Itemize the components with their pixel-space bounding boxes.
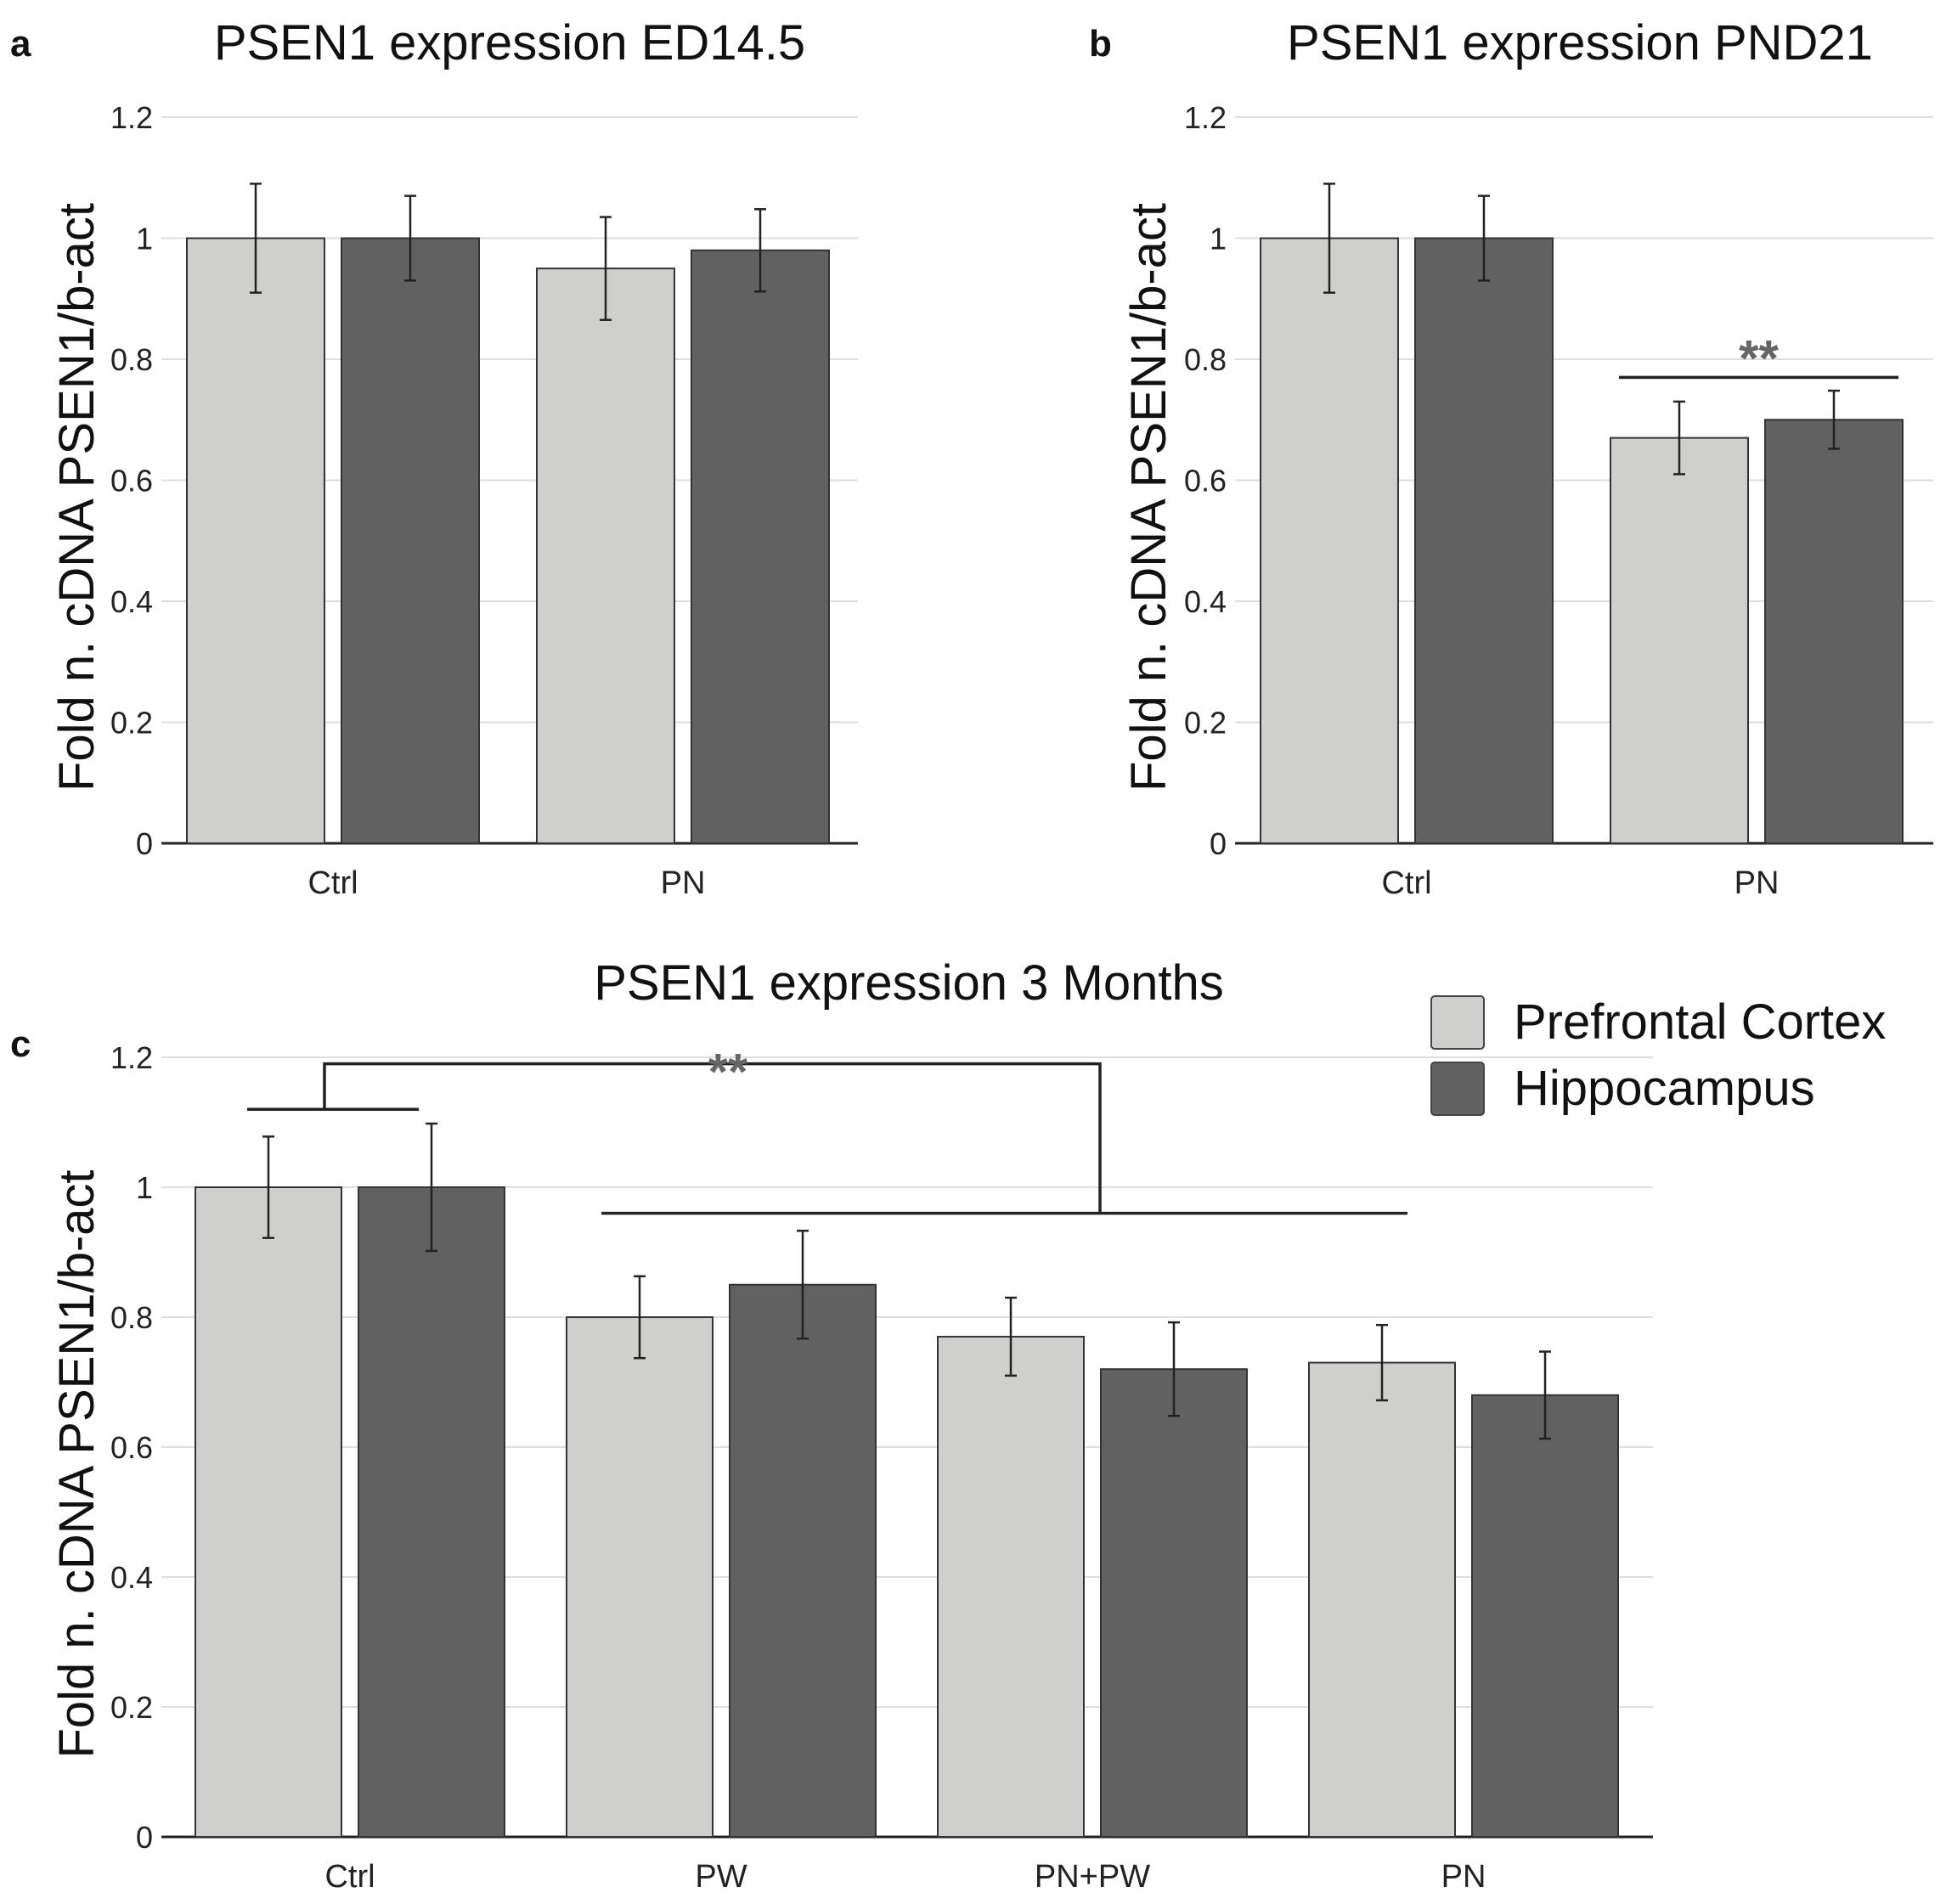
bar-c-pn-pw-prefrontal: [937, 1335, 1085, 1838]
bar-c-pn-hippocampus: [1471, 1394, 1619, 1839]
y-tick-label: 0: [136, 1820, 153, 1855]
bar-b-pn-hippocampus: [1764, 419, 1904, 844]
y-tick-label: 0.2: [110, 1690, 153, 1725]
chart-title: PSEN1 expression PND21: [1287, 15, 1873, 70]
panel-label: c: [10, 1023, 31, 1065]
panel-b-chart: 0 0.2 0.4 0.6 0.8 1 1.2 Ctrl PN PSEN1 expression …: [1089, 15, 1933, 901]
y-axis-label: Fold n. cDNA PSEN1/b-act: [49, 1169, 104, 1758]
y-tick-label: 1: [136, 222, 153, 256]
y-tick-label: 0.6: [110, 464, 153, 499]
y-axis-label: Fold n. cDNA PSEN1/b-act: [1121, 203, 1176, 791]
legend-label: Hippocampus: [1514, 1061, 1815, 1116]
y-tick-label: 0: [136, 826, 153, 861]
bar-b-pn-prefrontal: [1610, 437, 1749, 844]
panel-label: b: [1089, 23, 1112, 65]
bar-b-ctrl-hippocampus: [1414, 237, 1554, 844]
significance-stars: **: [708, 1044, 748, 1101]
y-tick-label: 0.8: [1184, 342, 1227, 377]
x-tick-label: PW: [695, 1859, 747, 1895]
y-tick-label: 0.8: [110, 342, 153, 377]
y-tick-label: 1: [136, 1170, 153, 1205]
bar-c-pn-prefrontal: [1308, 1361, 1456, 1839]
y-axis-label: Fold n. cDNA PSEN1/b-act: [49, 203, 104, 791]
panel-c-chart: 0 0.2 0.4 0.6 0.8 1 1.2 Ctrl PW PN+PW PN PSEN1 expr…: [10, 955, 1653, 1895]
x-tick-label: Ctrl: [1381, 865, 1431, 901]
bar-b-ctrl-prefrontal: [1260, 237, 1399, 844]
legend-swatch-hippocampus: [1430, 1062, 1485, 1116]
x-tick-label: PN: [1734, 865, 1780, 901]
y-tick-label: 0.4: [110, 584, 153, 619]
y-tick-label: 0.2: [110, 706, 153, 741]
bar-c-pw-prefrontal: [566, 1316, 714, 1838]
bar-c-pn-pw-hippocampus: [1100, 1368, 1248, 1838]
x-tick-label: PN: [661, 865, 706, 901]
panel-a-chart: 0 0.2 0.4 0.6 0.8 1 1.2 Ctrl PN PSEN1 expression …: [10, 15, 858, 901]
panel-label: a: [10, 23, 31, 65]
y-tick-label: 1: [1210, 222, 1227, 256]
chart-title: PSEN1 expression ED14.5: [214, 15, 805, 70]
legend-swatch-prefrontal: [1430, 995, 1485, 1050]
bar-a-ctrl-hippocampus: [341, 237, 480, 844]
y-tick-label: 0.4: [110, 1560, 153, 1595]
y-tick-label: 1.2: [1184, 100, 1227, 135]
bar-a-pn-prefrontal: [536, 268, 675, 844]
y-tick-label: 0: [1210, 826, 1227, 861]
x-tick-label: Ctrl: [324, 1859, 375, 1895]
legend: Prefrontal Cortex Hippocampus: [1430, 994, 1886, 1116]
x-tick-label: Ctrl: [307, 865, 358, 901]
bar-a-pn-hippocampus: [691, 249, 830, 844]
significance-stars: **: [1739, 330, 1779, 386]
bar-c-ctrl-hippocampus: [358, 1186, 505, 1838]
y-tick-label: 0.2: [1184, 706, 1227, 741]
y-tick-label: 1.2: [110, 100, 153, 135]
y-tick-label: 1.2: [110, 1040, 153, 1075]
chart-title: PSEN1 expression 3 Months: [594, 955, 1223, 1011]
y-tick-label: 0.8: [110, 1300, 153, 1335]
y-tick-label: 0.4: [1184, 584, 1227, 619]
x-tick-label: PN+PW: [1035, 1859, 1150, 1895]
bar-a-ctrl-prefrontal: [186, 237, 325, 844]
y-tick-label: 0.6: [110, 1430, 153, 1465]
significance-bracket: [323, 1062, 1102, 1214]
bar-c-ctrl-prefrontal: [195, 1186, 342, 1838]
bar-c-pw-hippocampus: [729, 1283, 877, 1838]
x-tick-label: PN: [1441, 1859, 1486, 1895]
legend-label: Prefrontal Cortex: [1514, 994, 1886, 1050]
y-tick-label: 0.6: [1184, 464, 1227, 499]
